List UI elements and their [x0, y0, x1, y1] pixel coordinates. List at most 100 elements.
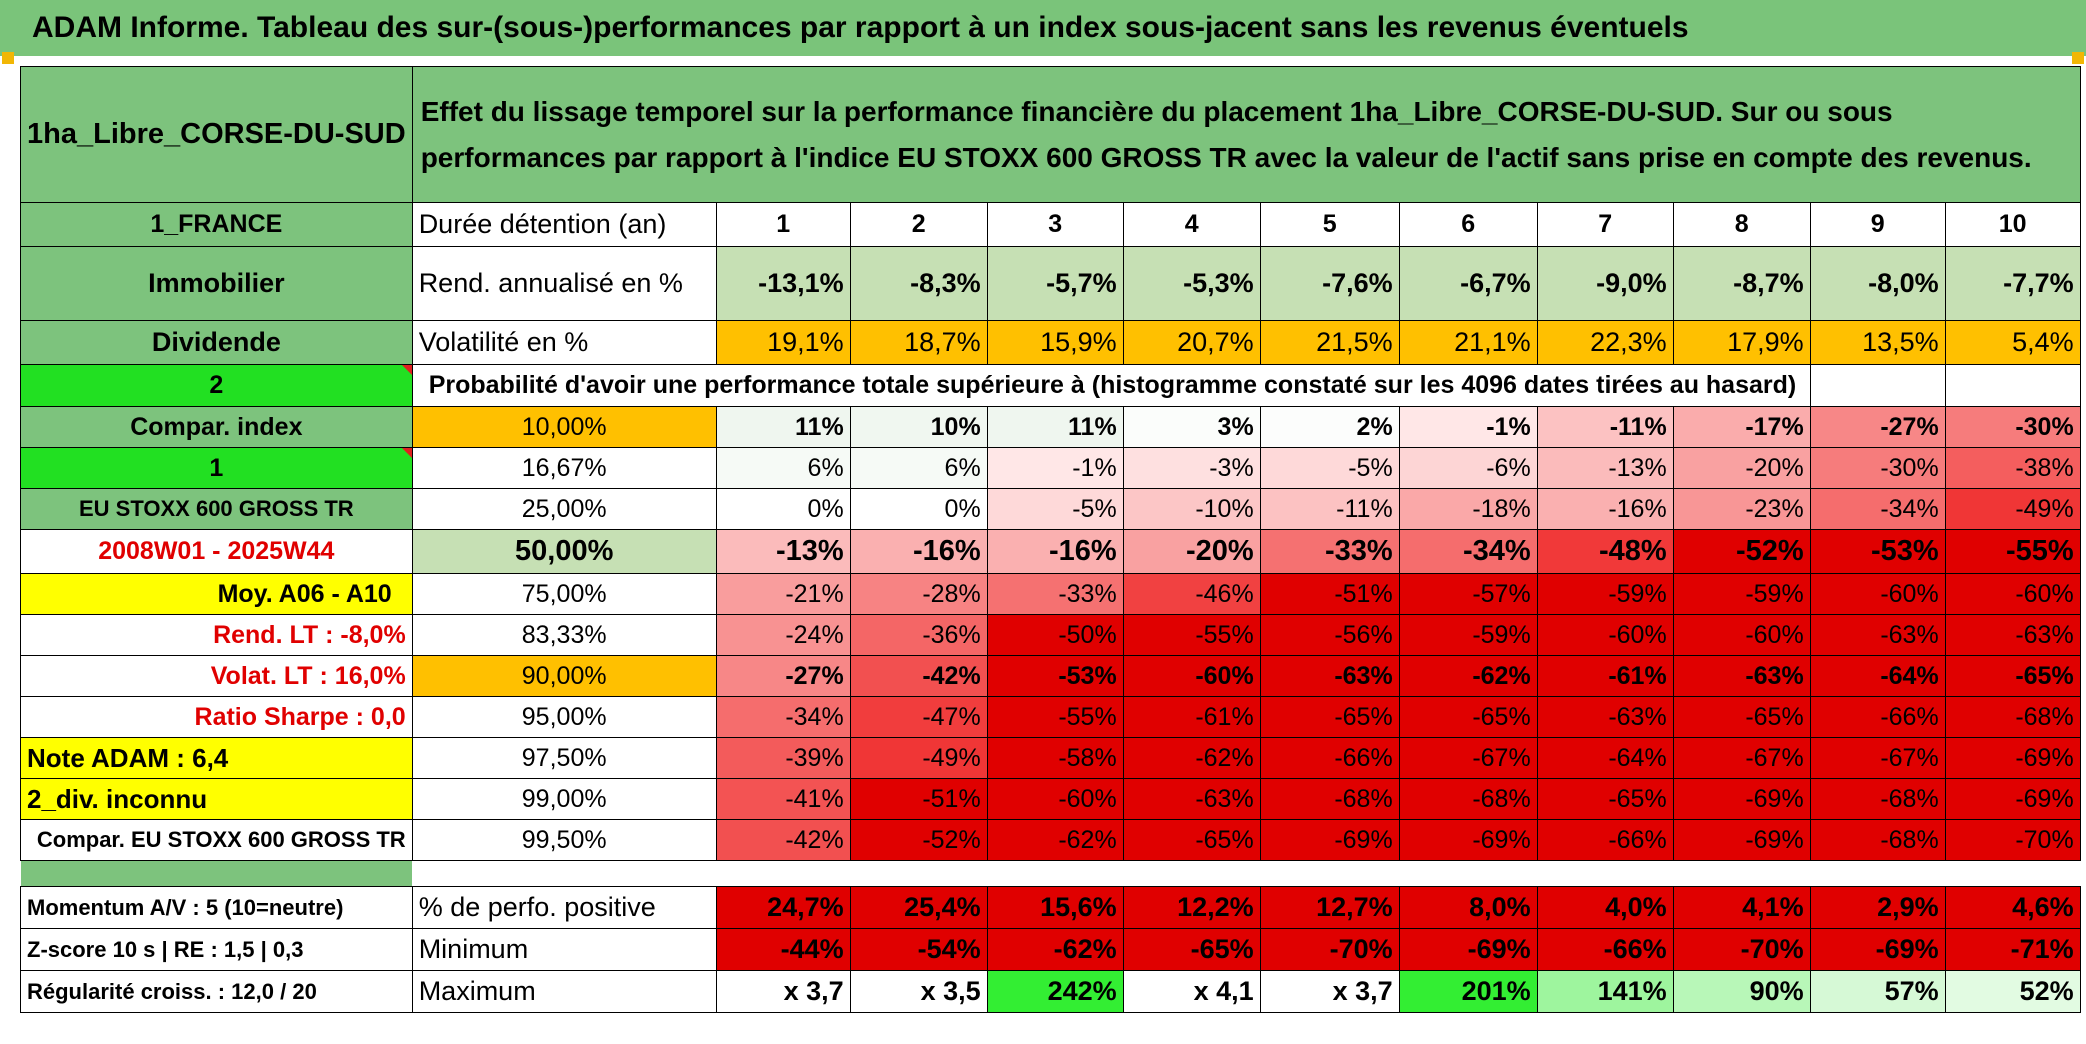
quantile-cell: -13%: [1536, 447, 1674, 489]
minimum-cell: -65%: [1122, 928, 1261, 971]
quantile-cell: -66%: [1259, 737, 1400, 779]
quantile-cell: -65%: [1122, 819, 1261, 861]
quantile-cell: 6%: [849, 447, 988, 489]
quantile-label: 75,00%: [411, 573, 717, 615]
quantile-cell: -57%: [1398, 573, 1538, 615]
compar-choice: 1: [20, 447, 413, 489]
div-label: 2_div. inconnu: [20, 778, 413, 820]
quantile-cell: -1%: [986, 447, 1124, 489]
minimum-cell: -44%: [715, 928, 851, 971]
spacer-cell: [987, 860, 1124, 887]
quantile-cell: -36%: [849, 614, 988, 656]
quantile-cell: -33%: [986, 573, 1124, 615]
quantile-cell: -60%: [1122, 655, 1261, 697]
quantile-label: 97,50%: [411, 737, 717, 779]
spacer-cell: [1260, 860, 1400, 887]
quantile-cell: -63%: [1536, 696, 1674, 738]
quantile-cell: -69%: [1259, 819, 1400, 861]
rend-cell: -9,0%: [1536, 246, 1674, 321]
quantile-cell: -69%: [1672, 819, 1811, 861]
blank-cell: [1944, 364, 2081, 407]
rend-cell: -7,6%: [1259, 246, 1400, 321]
note-label: Note ADAM : 6,4: [20, 737, 413, 779]
blank-cell: [1809, 364, 1946, 407]
positive-cell: 15,6%: [986, 886, 1124, 929]
index-choice: 2: [20, 364, 413, 407]
quantile-cell: -60%: [986, 778, 1124, 820]
quantile-cell: -65%: [1259, 696, 1400, 738]
corner-marker: [2, 52, 14, 64]
quantile-cell: -59%: [1536, 573, 1674, 615]
quantile-cell: -65%: [1672, 696, 1811, 738]
positive-cell: 12,7%: [1259, 886, 1400, 929]
year-header: 1: [715, 202, 851, 247]
asset-name: 1ha_Libre_CORSE-DU-SUD: [20, 66, 413, 203]
quantile-cell: -30%: [1809, 447, 1946, 489]
compar-name-label: Compar. EU STOXX 600 GROSS TR: [20, 819, 413, 861]
quantile-cell: 11%: [986, 406, 1124, 448]
quantile-cell: -51%: [849, 778, 988, 820]
quantile-cell: -67%: [1809, 737, 1946, 779]
quantile-cell: -13%: [715, 529, 851, 574]
quantile-cell: -68%: [1398, 778, 1538, 820]
quantile-cell: -66%: [1809, 696, 1946, 738]
minimum-cell: -62%: [986, 928, 1124, 971]
vol-cell: 22,3%: [1536, 320, 1674, 365]
momentum-label: Momentum A/V : 5 (10=neutre): [20, 886, 413, 929]
country-label: 1_FRANCE: [20, 202, 413, 247]
quantile-cell: -69%: [1944, 778, 2081, 820]
quantile-cell: -64%: [1809, 655, 1946, 697]
quantile-cell: -67%: [1398, 737, 1538, 779]
year-header: 8: [1672, 202, 1811, 247]
quantile-cell: -65%: [1536, 778, 1674, 820]
spacer-cell: [1945, 860, 2081, 887]
quantile-cell: -56%: [1259, 614, 1400, 656]
minimum-cell: -70%: [1672, 928, 1811, 971]
quantile-cell: -11%: [1536, 406, 1674, 448]
quantile-label: 83,33%: [411, 614, 717, 656]
year-header: 6: [1398, 202, 1538, 247]
quantile-cell: -20%: [1672, 447, 1811, 489]
quantile-cell: -6%: [1398, 447, 1538, 489]
index-name: EU STOXX 600 GROSS TR: [20, 488, 413, 530]
quantile-cell: -69%: [1944, 737, 2081, 779]
quantile-cell: -33%: [1259, 529, 1400, 574]
quantile-cell: -63%: [1809, 614, 1946, 656]
quantile-cell: -42%: [849, 655, 988, 697]
quantile-cell: -63%: [1944, 614, 2081, 656]
year-header: 7: [1536, 202, 1674, 247]
spacer-cell: [1123, 860, 1261, 887]
probability-label: Probabilité d'avoir une performance tota…: [411, 364, 1811, 407]
quantile-cell: -65%: [1944, 655, 2081, 697]
minimum-cell: -70%: [1259, 928, 1400, 971]
quantile-cell: -68%: [1809, 778, 1946, 820]
quantile-cell: -17%: [1672, 406, 1811, 448]
quantile-cell: -65%: [1398, 696, 1538, 738]
spacer-cell: [850, 860, 988, 887]
quantile-label: 99,00%: [411, 778, 717, 820]
positive-cell: 24,7%: [715, 886, 851, 929]
vol-cell: 17,9%: [1672, 320, 1811, 365]
quantile-cell: -70%: [1944, 819, 2081, 861]
quantile-cell: -16%: [986, 529, 1124, 574]
quantile-cell: -34%: [1809, 488, 1946, 530]
positive-label: % de perfo. positive: [411, 886, 717, 929]
dividend-label: Dividende: [20, 320, 413, 365]
quantile-cell: -55%: [986, 696, 1124, 738]
quantile-cell: -34%: [1398, 529, 1538, 574]
quantile-cell: 11%: [715, 406, 851, 448]
rend-cell: -5,7%: [986, 246, 1124, 321]
rend-cell: -8,3%: [849, 246, 988, 321]
year-header: 2: [849, 202, 988, 247]
year-header: 4: [1122, 202, 1261, 247]
quantile-cell: -68%: [1944, 696, 2081, 738]
vol-cell: 19,1%: [715, 320, 851, 365]
quantile-cell: -59%: [1398, 614, 1538, 656]
quantile-cell: 0%: [715, 488, 851, 530]
quantile-cell: -61%: [1122, 696, 1261, 738]
maximum-cell: 141%: [1536, 970, 1674, 1013]
spacer-cell: [412, 860, 717, 887]
quantile-cell: -16%: [849, 529, 988, 574]
quantile-cell: -49%: [849, 737, 988, 779]
vol-cell: 21,5%: [1259, 320, 1400, 365]
